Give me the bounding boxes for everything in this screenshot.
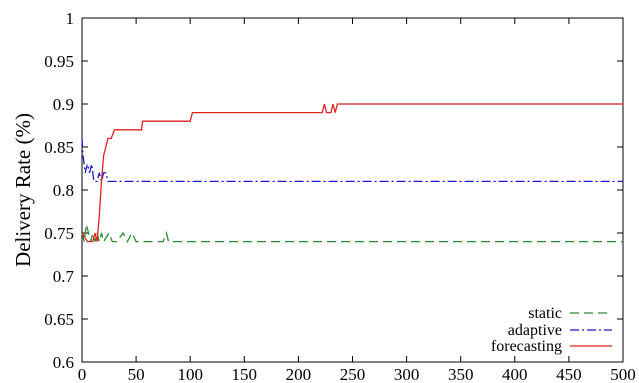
x-tick-label: 350 <box>448 365 474 383</box>
series-line-adaptive <box>81 138 623 183</box>
tick-marks <box>81 17 624 363</box>
series-line-forecasting <box>81 103 623 243</box>
y-tick-label: 1 <box>66 9 75 28</box>
x-tick-labels: 0 50 100 150 200 250 300 350 400 450 500 <box>78 365 636 383</box>
y-tick-label: 0.8 <box>53 181 74 200</box>
series-lines <box>81 103 623 244</box>
x-tick-label: 150 <box>232 365 258 383</box>
x-tick-label: 50 <box>128 365 145 383</box>
legend-label-static: static <box>528 305 562 322</box>
series-line-static <box>81 224 623 244</box>
x-tick-label: 200 <box>286 365 312 383</box>
x-tick-label: 500 <box>610 365 636 383</box>
x-tick-label: 400 <box>502 365 528 383</box>
y-tick-label: 0.6 <box>53 353 74 372</box>
x-tick-label: 450 <box>556 365 582 383</box>
y-tick-label: 0.85 <box>44 138 74 157</box>
x-tick-label: 0 <box>78 365 87 383</box>
legend-label-forecasting: forecasting <box>491 338 562 355</box>
y-axis-title: Delivery Rate (%) <box>11 113 35 267</box>
y-tick-label: 0.9 <box>53 95 74 114</box>
y-tick-label: 0.7 <box>53 267 75 286</box>
x-tick-label: 100 <box>177 365 203 383</box>
y-tick-label: 0.65 <box>44 310 74 329</box>
x-tick-label: 250 <box>340 365 366 383</box>
legend-label-adaptive: adaptive <box>508 322 562 339</box>
y-tick-label: 0.75 <box>44 224 74 243</box>
x-tick-label: 300 <box>394 365 420 383</box>
y-tick-labels: 0.6 0.65 0.7 0.75 0.8 0.85 0.9 0.95 1 <box>44 9 74 372</box>
y-tick-label: 0.95 <box>44 52 74 71</box>
